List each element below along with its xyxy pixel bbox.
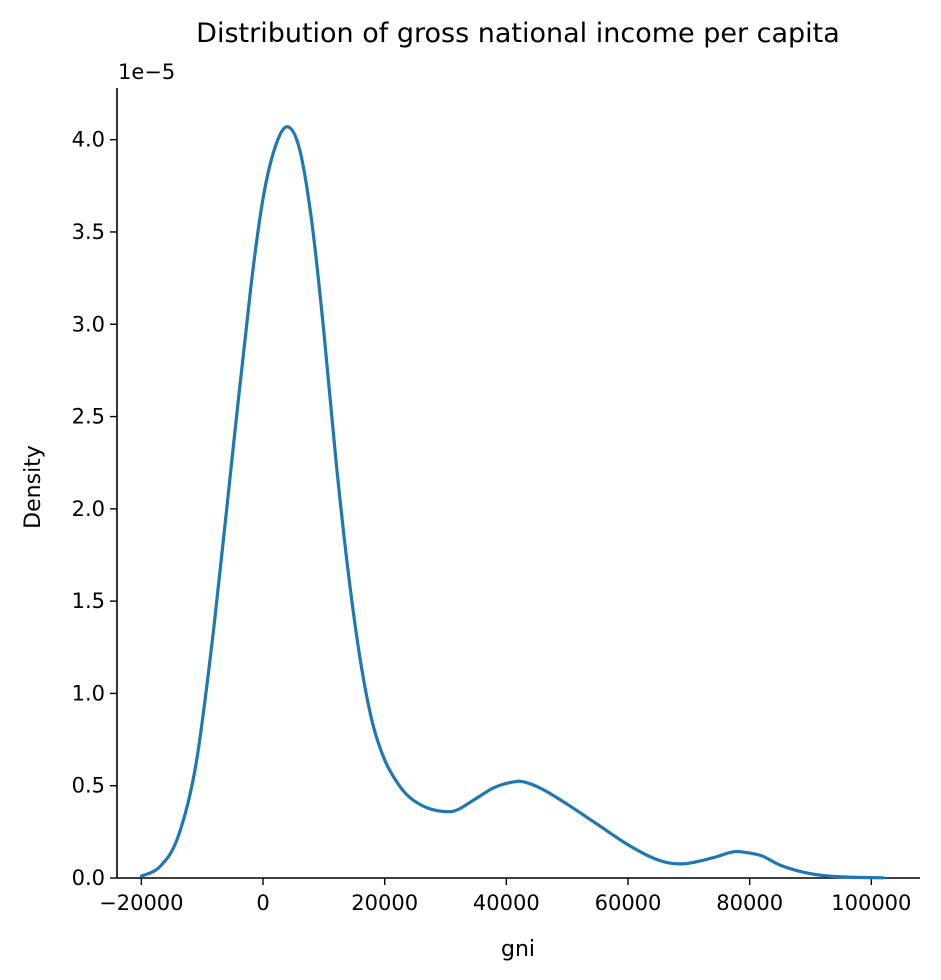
x-axis-label: gni [501,937,535,962]
x-tick-label: 80000 [716,891,783,915]
chart-title: Distribution of gross national income pe… [196,18,840,49]
y-axis-label: Density [21,445,46,529]
y-tick-label: 1.0 [72,681,105,705]
y-tick-label: 0.5 [72,774,105,798]
y-tick-label: 3.0 [72,312,105,336]
x-tick-label: 0 [256,891,269,915]
plot-area: −20000 0 20000 40000 60000 80000 100000 0.0 0.5 1… [72,88,920,915]
y-tick-label: 0.0 [72,866,105,890]
y-tick-label: 2.5 [72,405,105,429]
x-tick-label: 20000 [351,891,418,915]
y-tick-label: 4.0 [72,128,105,152]
y-tick-label: 2.0 [72,497,105,521]
y-tick-label: 1.5 [72,589,105,613]
density-line-series-0 [139,125,886,880]
x-tick-label: −20000 [99,891,183,915]
x-tick-label: 60000 [595,891,662,915]
x-tick-label: 40000 [473,891,540,915]
x-tick-label: 100000 [831,891,911,915]
y-axis-offset-label: 1e−5 [118,60,175,84]
y-tick-label: 3.5 [72,220,105,244]
